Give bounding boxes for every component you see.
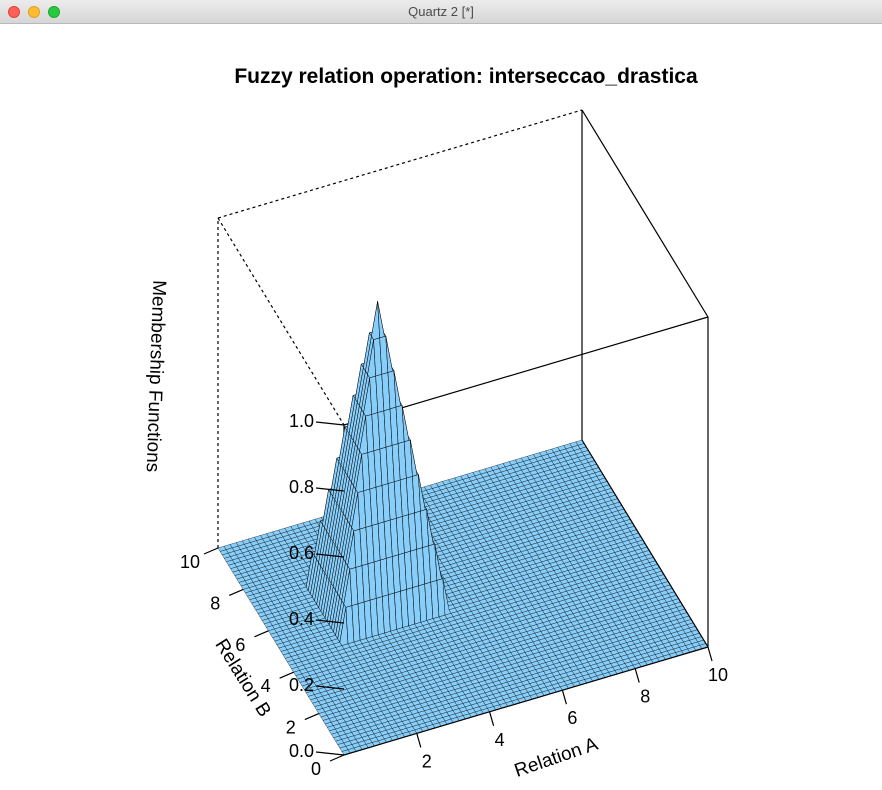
y-axis-tick-label: 8	[210, 593, 220, 613]
z-axis-tick	[315, 421, 345, 426]
y-axis-tick-label: 10	[180, 552, 200, 572]
minimize-window-button[interactable]	[28, 6, 40, 18]
x-axis-tick	[489, 711, 495, 726]
plot-area: Fuzzy relation operation: interseccao_dr…	[0, 24, 882, 785]
x-axis-tick	[707, 646, 713, 662]
y-axis-tick-label: 2	[286, 718, 296, 738]
box-edge	[217, 217, 345, 426]
z-axis-tick	[315, 751, 345, 756]
x-axis-tick	[416, 733, 422, 748]
y-axis-tick	[304, 713, 320, 721]
z-axis-tick-label: 0.4	[289, 609, 314, 629]
x-axis-tick	[561, 690, 567, 705]
y-axis-tick	[254, 630, 269, 638]
box-edge	[581, 109, 709, 318]
x-axis-tick	[634, 668, 640, 683]
z-axis-tick-label: 0.2	[289, 675, 314, 695]
x-axis-tick-label: 4	[495, 730, 505, 750]
z-axis-tick-label: 0.0	[289, 741, 314, 761]
close-window-button[interactable]	[8, 6, 20, 18]
z-axis-label: Membership Functions	[142, 280, 170, 473]
chart-title: Fuzzy relation operation: interseccao_dr…	[234, 65, 698, 88]
y-axis-tick	[228, 588, 244, 596]
y-axis-tick	[203, 547, 219, 555]
y-axis-tick-label: 0	[311, 759, 321, 779]
maximize-window-button[interactable]	[48, 6, 60, 18]
z-axis-tick-label: 0.8	[289, 477, 314, 497]
box-edge	[343, 316, 709, 426]
window-titlebar: Quartz 2 [*]	[0, 0, 882, 24]
surface-mesh	[217, 301, 709, 756]
surface-chart: Fuzzy relation operation: interseccao_dr…	[142, 65, 728, 782]
box-edge	[217, 109, 583, 219]
y-axis-tick	[329, 754, 345, 762]
z-axis-tick-label: 1.0	[289, 411, 314, 431]
x-axis-tick-label: 8	[640, 687, 650, 707]
x-axis-tick-label: 6	[567, 708, 577, 728]
z-axis-tick-label: 0.6	[289, 543, 314, 563]
x-axis-tick-label: 2	[422, 751, 432, 771]
x-axis-label: Relation A	[512, 734, 601, 782]
x-axis-tick-label: 10	[708, 665, 728, 685]
window-title: Quartz 2 [*]	[408, 4, 474, 19]
